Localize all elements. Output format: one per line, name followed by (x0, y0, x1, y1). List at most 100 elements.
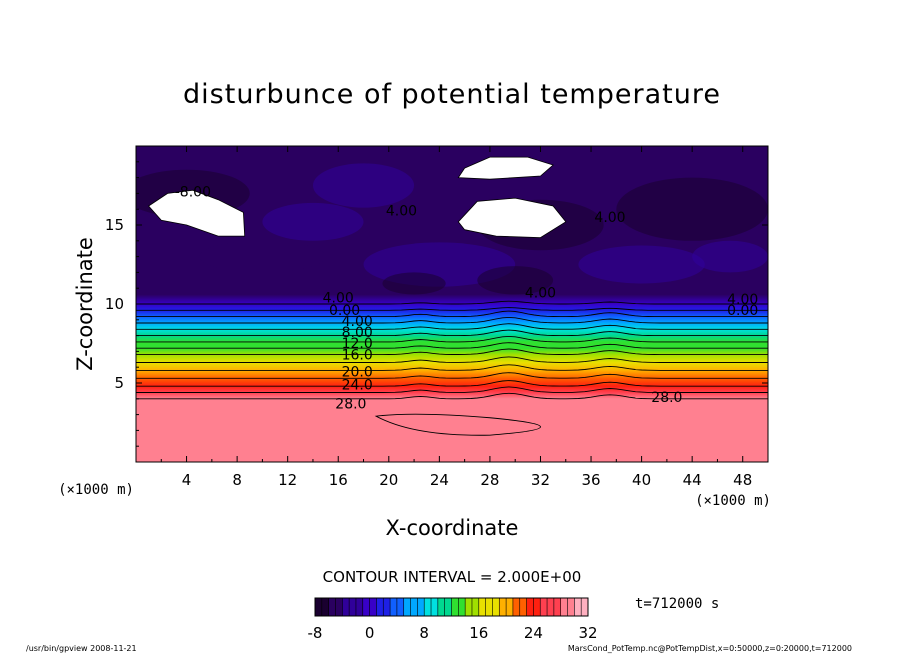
upper-field-blob (262, 202, 364, 241)
time-label: t=712000 s (635, 596, 719, 612)
x-tick-label: 32 (531, 471, 550, 489)
colorbar-segment (581, 598, 589, 616)
colorbar-segment (444, 598, 452, 616)
colorbar-segment (349, 598, 357, 616)
colorbar-segment (519, 598, 528, 616)
upper-field-blob (382, 272, 446, 295)
x-tick-label: 28 (480, 471, 499, 489)
colorbar-segment (431, 598, 439, 616)
x-tick-label: 8 (232, 471, 242, 489)
colorbar-segment (567, 598, 575, 616)
contour-line (136, 342, 768, 349)
colorbar-tick-label: 0 (365, 624, 375, 642)
x-tick-label: 12 (278, 471, 297, 489)
y-tick-label: 10 (105, 295, 124, 313)
x-tick-label: 40 (632, 471, 651, 489)
colorbar-segment (342, 598, 350, 616)
contour-label: 4.00 (594, 210, 625, 226)
x-unit-label: (×1000 m) (695, 493, 771, 509)
colorbar-segment (533, 598, 541, 616)
contour-label: 0.00 (727, 303, 758, 319)
upper-field-blob (578, 245, 705, 284)
y-unit-label: (×1000 m) (58, 482, 134, 498)
colorbar-segment (328, 598, 336, 616)
colorbar-ticks: -8 0 8 16 24 32 (308, 624, 598, 642)
contour-line (136, 348, 768, 356)
upper-field-blob (312, 163, 415, 208)
colorbar-segment (355, 598, 364, 616)
contour-label: -8.00 (175, 185, 211, 201)
x-tick-label: 48 (733, 471, 752, 489)
x-tick-label: 44 (683, 471, 702, 489)
white-patch (147, 189, 246, 237)
contour-line (136, 323, 768, 330)
contour-line (136, 307, 768, 311)
contour-line (136, 392, 768, 400)
colorbar-segment (574, 598, 582, 616)
contour-line (136, 356, 768, 363)
colorbar-segment (547, 598, 555, 616)
colorbar-frame (314, 597, 589, 617)
contour-label: 16.0 (342, 347, 373, 363)
contour-label: 4.00 (323, 290, 354, 306)
colorbar-segment (492, 598, 500, 616)
contour-loop (374, 413, 541, 436)
colorbar-segment (451, 598, 459, 616)
colorbar-segment (506, 598, 514, 616)
x-tick-label: 24 (430, 471, 449, 489)
white-low-value-patches (147, 156, 567, 239)
colorbar-segment (383, 598, 391, 616)
contour-label: 4.00 (525, 286, 556, 302)
colorbar-tick-label: 24 (524, 624, 543, 642)
contour-label: 28.0 (651, 390, 682, 406)
colorbar-segment (410, 598, 418, 616)
chart-title: disturbunce of potential temperature (183, 79, 721, 110)
contour-line (136, 329, 768, 337)
colorbar-segment (465, 598, 473, 616)
colorbar-segment (499, 598, 507, 616)
colorbar-segment (471, 598, 480, 616)
upper-field-blob (199, 240, 326, 273)
colorbar-segment (390, 598, 398, 616)
colorbar-segment (424, 598, 432, 616)
contour-line (136, 300, 768, 305)
white-patch (457, 156, 554, 180)
y-axis: 5 10 15 (105, 161, 768, 447)
contour-label: 20.0 (342, 365, 373, 381)
white-patch (457, 197, 567, 239)
colorbar-segment (540, 598, 548, 616)
plot-area: -8.004.00 4.004.004.000.004.000.004.008.0… (136, 146, 768, 462)
colorbar-tick-label: 32 (578, 624, 597, 642)
contour-line (136, 310, 768, 318)
x-tick-label: 36 (581, 471, 600, 489)
contour-label: 24.0 (342, 377, 373, 393)
footer-right: MarsCond_PotTemp.nc@PotTempDist,x=0:5000… (568, 644, 852, 653)
colorbar-tick-label: -8 (308, 624, 323, 642)
contour-label: 12.0 (342, 336, 373, 352)
y-axis-label: Z-coordinate (73, 237, 97, 371)
colorbar-segment (417, 598, 425, 616)
colorbar-segment (512, 598, 521, 616)
colorbar-tick-label: 8 (419, 624, 429, 642)
colorbar-segment (458, 598, 466, 616)
contour-line (136, 364, 768, 371)
y-tick-label: 15 (105, 216, 124, 234)
contour-lines (136, 300, 768, 436)
contour-label: 4.00 (342, 314, 373, 330)
upper-field-blob (692, 240, 768, 273)
contour-label: 4.00 (386, 204, 417, 220)
contour-label: 28.0 (335, 396, 366, 412)
contour-line (136, 335, 768, 343)
colorbar-segment (321, 598, 330, 616)
contour-labels: -8.004.00 4.004.004.000.004.000.004.008.0… (175, 185, 759, 413)
colorbar-segment (376, 598, 384, 616)
colorbar (314, 598, 589, 616)
x-axis: 4 8 12 16 20 24 28 32 36 40 44 48 (160, 146, 752, 489)
x-tick-label: 20 (379, 471, 398, 489)
footer-left: /usr/bin/gpview 2008-11-21 (26, 644, 137, 653)
colorbar-segment (526, 598, 534, 616)
colorbar-segment (478, 598, 487, 616)
colorbar-segment (553, 598, 562, 616)
colorbar-segment (335, 598, 343, 616)
